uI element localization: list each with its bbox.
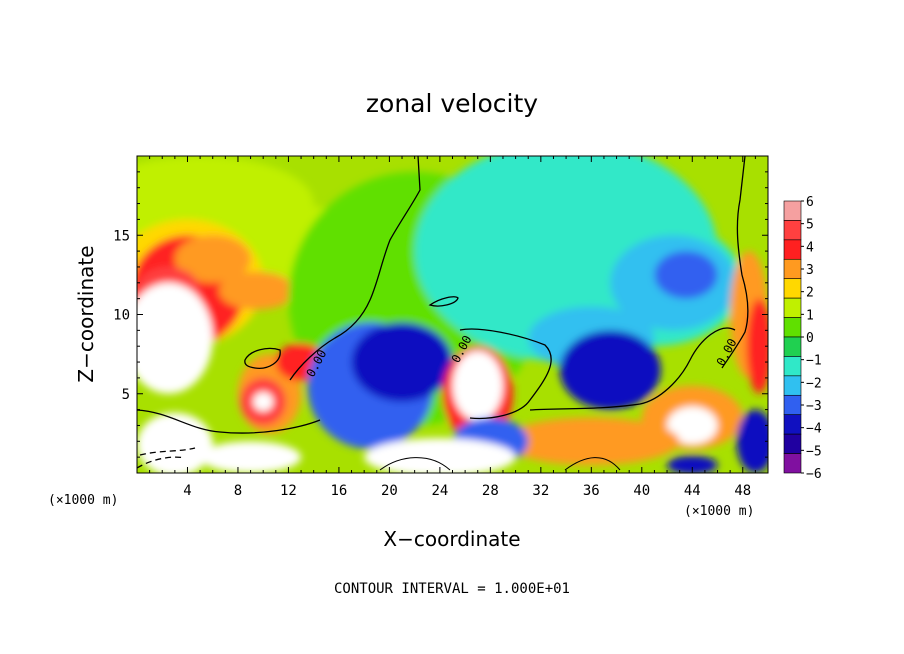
zero-contour-line [459, 328, 552, 420]
x-tick-label: 20 [381, 483, 398, 499]
y-tick-label: 15 [113, 228, 130, 244]
colorbar-label: 1 [806, 308, 814, 323]
x-unit-label-left: (×1000 m) [48, 493, 118, 508]
x-tick-label: 28 [482, 483, 499, 499]
contour-interval-note: CONTOUR INTERVAL = 1.000E+01 [334, 581, 570, 597]
zero-contour-line [721, 156, 749, 369]
field-region [219, 271, 295, 310]
colorbar-swatch [783, 297, 802, 318]
colorbar-label: 3 [806, 263, 814, 278]
colorbar-swatch [783, 394, 802, 416]
field-region [746, 298, 768, 394]
x-tick-label: 32 [532, 483, 549, 499]
x-tick-label: 16 [330, 483, 347, 499]
field-region [200, 441, 302, 473]
field-region [502, 417, 680, 466]
colorbar-swatch [783, 258, 802, 280]
x-tick-label: 4 [183, 483, 191, 499]
colorbar-swatch [783, 433, 802, 454]
field-region [667, 406, 718, 445]
colorbar-label: 2 [806, 286, 814, 301]
colorbar-label: −4 [806, 422, 822, 437]
colorbar-label: 6 [806, 195, 814, 210]
field-region [654, 251, 718, 299]
colorbar-swatch [783, 278, 802, 299]
x-axis-ticks: 4 8 12 16 20 24 28 32 36 40 44 48 [149, 156, 756, 499]
x-tick-label: 24 [431, 483, 448, 499]
zero-contour-line [244, 347, 281, 369]
colorbar: 6 5 4 3 2 1 0 −1 −2 −3 −4 −5 −6 [783, 195, 822, 482]
field-region [736, 409, 768, 473]
negative-contour-line [137, 456, 186, 469]
colorbar-label: −5 [806, 444, 822, 459]
x-tick-label: 40 [633, 483, 650, 499]
field-region [351, 322, 453, 402]
field-region [253, 392, 274, 412]
y-axis-ticks: 5 10 15 [113, 171, 768, 458]
colorbar-swatch [783, 453, 802, 474]
x-axis-label: X−coordinate [383, 527, 520, 551]
contour-line [379, 457, 451, 471]
zero-contour-line [428, 296, 459, 307]
field-region [452, 350, 503, 421]
x-tick-label: 36 [583, 483, 600, 499]
colorbar-swatch [783, 220, 802, 241]
field-region [137, 282, 213, 394]
colorbar-swatch [783, 414, 802, 435]
colorbar-label: 4 [806, 240, 814, 255]
zero-contour-line [289, 156, 421, 381]
zero-contour-line [137, 409, 321, 434]
negative-contour-line [139, 447, 196, 456]
field-region [364, 438, 516, 473]
x-tick-label: 8 [234, 483, 242, 499]
colorbar-swatch [783, 356, 802, 377]
field-region [559, 330, 661, 410]
contour-line [564, 457, 621, 471]
colorbar-label: −1 [806, 354, 822, 369]
zero-contour-line [529, 327, 736, 411]
velocity-field: 0.00 0.00 0.00 [137, 156, 768, 473]
field-region [137, 412, 213, 473]
colorbar-label: −6 [806, 467, 822, 482]
colorbar-label: 0 [806, 331, 814, 346]
y-tick-label: 10 [113, 308, 130, 324]
colorbar-swatch [783, 200, 802, 221]
colorbar-swatch [783, 239, 802, 260]
colorbar-swatch [783, 375, 802, 396]
colorbar-label: 5 [806, 218, 814, 233]
contour-lines [137, 156, 749, 471]
chart-title: zonal velocity [366, 89, 538, 118]
field-region [174, 235, 251, 283]
colorbar-swatch [783, 336, 802, 357]
field-region [667, 455, 718, 473]
colorbar-label: −3 [806, 399, 822, 414]
y-axis-label: Z−coordinate [74, 245, 98, 382]
x-unit-label-right: (×1000 m) [684, 504, 754, 519]
y-tick-label: 5 [122, 387, 130, 403]
colorbar-swatch [783, 317, 802, 338]
x-tick-label: 44 [684, 483, 701, 499]
colorbar-label: −2 [806, 376, 822, 391]
x-tick-label: 48 [734, 483, 751, 499]
x-tick-label: 12 [280, 483, 297, 499]
